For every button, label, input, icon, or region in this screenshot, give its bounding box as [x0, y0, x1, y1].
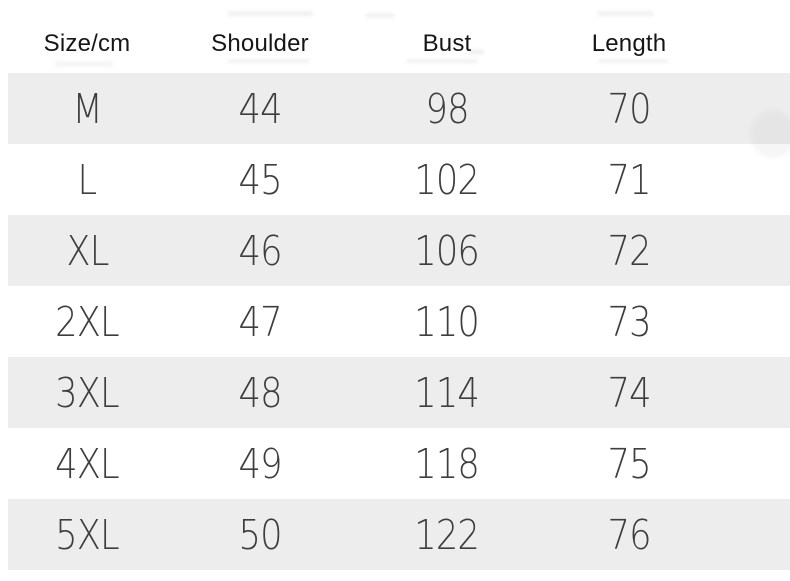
bust-value: 102 [414, 155, 481, 204]
row-spacer [710, 499, 790, 570]
length-cell: 71 [548, 144, 710, 215]
size-cell: 5XL [0, 499, 174, 570]
length-value: 75 [607, 439, 651, 488]
row-spacer [710, 144, 790, 215]
shoulder-value: 50 [238, 510, 282, 559]
table-row-m: M 44 98 70 [0, 73, 790, 144]
bust-cell: 98 [346, 73, 548, 144]
shoulder-value: 45 [238, 155, 282, 204]
length-cell: 72 [548, 215, 710, 286]
length-value: 70 [607, 84, 651, 133]
bust-cell: 114 [346, 357, 548, 428]
bust-cell: 110 [346, 286, 548, 357]
bust-cell: 118 [346, 428, 548, 499]
shoulder-cell: 46 [174, 215, 346, 286]
shoulder-value: 49 [238, 439, 282, 488]
column-header-shoulder: Shoulder [174, 0, 346, 73]
column-header-bust: Bust [346, 0, 548, 73]
length-cell: 74 [548, 357, 710, 428]
size-value: 3XL [55, 368, 120, 417]
bust-value: 114 [414, 368, 481, 417]
size-cell: 2XL [0, 286, 174, 357]
row-spacer [710, 428, 790, 499]
length-cell: 75 [548, 428, 710, 499]
row-spacer [710, 215, 790, 286]
column-header-length-label: Length [591, 29, 667, 57]
bust-value: 122 [414, 510, 481, 559]
bust-value: 106 [414, 226, 481, 275]
column-header-size: Size/cm [0, 0, 174, 73]
column-header-bust-label: Bust [422, 29, 472, 57]
length-cell: 76 [548, 499, 710, 570]
size-cell: 3XL [0, 357, 174, 428]
size-cell: L [0, 144, 174, 215]
table-row-3xl: 3XL 48 114 74 [0, 357, 790, 428]
table-row-2xl: 2XL 47 110 73 [0, 286, 790, 357]
length-value: 74 [607, 368, 651, 417]
column-header-size-label: Size/cm [43, 29, 131, 57]
table-row-l: L 45 102 71 [0, 144, 790, 215]
row-spacer [710, 286, 790, 357]
size-value: XL [65, 226, 109, 275]
size-value: 4XL [55, 439, 120, 488]
size-cell: XL [0, 215, 174, 286]
size-value: 2XL [55, 297, 120, 346]
shoulder-value: 44 [238, 84, 282, 133]
length-value: 73 [607, 297, 651, 346]
shoulder-cell: 45 [174, 144, 346, 215]
shoulder-cell: 48 [174, 357, 346, 428]
size-value: M [72, 84, 102, 133]
bust-value: 98 [425, 84, 469, 133]
shoulder-cell: 47 [174, 286, 346, 357]
size-value: 5XL [55, 510, 120, 559]
shoulder-cell: 44 [174, 73, 346, 144]
row-spacer [710, 73, 790, 144]
table-row-xl: XL 46 106 72 [0, 215, 790, 286]
shoulder-cell: 49 [174, 428, 346, 499]
length-value: 71 [607, 155, 651, 204]
shoulder-cell: 50 [174, 499, 346, 570]
size-cell: M [0, 73, 174, 144]
row-spacer [710, 357, 790, 428]
table-row-4xl: 4XL 49 118 75 [0, 428, 790, 499]
length-cell: 70 [548, 73, 710, 144]
size-value: L [77, 155, 98, 204]
bust-cell: 102 [346, 144, 548, 215]
bust-cell: 122 [346, 499, 548, 570]
table-header-row: Size/cm Shoulder Bust Length [0, 0, 790, 73]
size-cell: 4XL [0, 428, 174, 499]
shoulder-value: 47 [238, 297, 282, 346]
column-header-shoulder-label: Shoulder [211, 29, 309, 57]
bust-cell: 106 [346, 215, 548, 286]
header-spacer [710, 0, 790, 73]
bust-value: 110 [414, 297, 481, 346]
shoulder-value: 48 [238, 368, 282, 417]
length-value: 72 [607, 226, 651, 275]
column-header-length: Length [548, 0, 710, 73]
bust-value: 118 [414, 439, 481, 488]
length-value: 76 [607, 510, 651, 559]
length-cell: 73 [548, 286, 710, 357]
table-row-5xl: 5XL 50 122 76 [0, 499, 790, 570]
shoulder-value: 46 [238, 226, 282, 275]
